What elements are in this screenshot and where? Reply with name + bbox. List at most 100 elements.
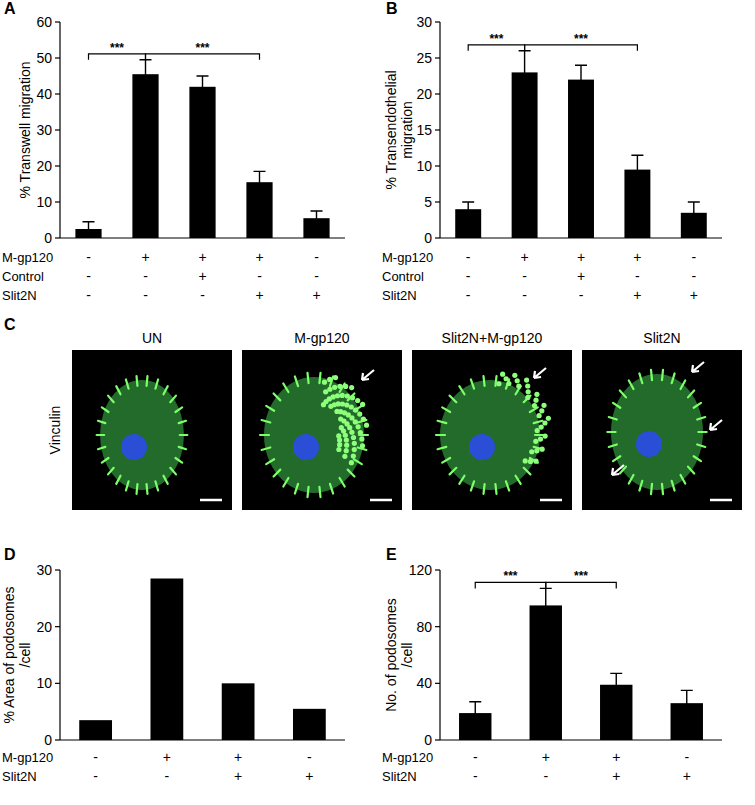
image-panel: CVinculinUNM-gp120Slit2N+M-gp120Slit2N xyxy=(4,316,742,510)
y-tick xyxy=(55,165,60,166)
podosome xyxy=(525,383,530,388)
y-tick-label: 0 xyxy=(44,230,52,246)
y-tick-label: 30 xyxy=(36,562,52,578)
error-bar xyxy=(540,588,552,622)
error-bar xyxy=(519,51,531,94)
focal-adhesion xyxy=(260,434,269,436)
podosome xyxy=(327,377,332,382)
y-tick-label: 120 xyxy=(409,562,433,578)
podosome xyxy=(343,433,348,438)
bar xyxy=(150,579,183,741)
podosome xyxy=(361,417,366,422)
focal-adhesion xyxy=(534,421,543,423)
label-line: % Transendothelial xyxy=(383,70,399,189)
podosome xyxy=(344,448,349,453)
focal-adhesion xyxy=(354,459,362,464)
focal-adhesion xyxy=(438,421,447,423)
nucleus xyxy=(293,434,319,460)
y-tick-label: 5 xyxy=(424,194,432,210)
podosome xyxy=(349,385,354,390)
bar xyxy=(222,683,255,740)
focal-adhesion xyxy=(102,458,109,463)
podosome xyxy=(543,434,548,439)
focal-adhesion xyxy=(639,373,642,383)
focal-adhesion xyxy=(319,487,320,497)
focal-adhesion xyxy=(126,379,129,388)
y-tick xyxy=(55,569,60,570)
condition-sign: - xyxy=(466,268,471,284)
focal-adhesion xyxy=(175,458,182,463)
image-background xyxy=(242,350,402,510)
condition-sign: + xyxy=(198,249,206,265)
focal-adhesion xyxy=(471,379,474,388)
focal-adhesion xyxy=(295,484,298,494)
podosome xyxy=(539,408,544,413)
podosome xyxy=(516,384,521,389)
focal-adhesion xyxy=(108,396,114,403)
focal-adhesion xyxy=(450,396,457,403)
y-tick xyxy=(435,21,440,22)
arrow xyxy=(534,368,546,378)
podosome xyxy=(343,384,348,389)
condition-sign: + xyxy=(255,287,263,303)
podosome xyxy=(349,415,354,420)
focal-adhesion xyxy=(661,484,664,494)
podosome xyxy=(534,392,539,397)
podosome xyxy=(532,403,537,408)
focal-adhesion xyxy=(697,444,705,446)
background xyxy=(0,0,755,805)
y-tick xyxy=(55,683,60,684)
podosome xyxy=(523,458,528,463)
condition-label: Slit2N xyxy=(2,288,37,303)
focal-adhesion xyxy=(495,484,496,494)
podosome xyxy=(344,402,349,407)
condition-label: M-gp120 xyxy=(382,750,433,765)
y-tick xyxy=(435,201,440,202)
y-tick-label: 0 xyxy=(424,230,432,246)
y-tick-label: 0 xyxy=(424,732,432,748)
podosome xyxy=(515,378,520,383)
focal-adhesion xyxy=(126,481,129,490)
podosome xyxy=(535,428,540,433)
podosome xyxy=(347,425,352,430)
podosome xyxy=(335,393,340,398)
bar-chart: D% Area of podosomes/cell0102030M-gp120-… xyxy=(1,546,345,784)
y-tick xyxy=(55,129,60,130)
podosome xyxy=(345,393,350,398)
podosome xyxy=(352,441,357,446)
focal-adhesion xyxy=(681,475,686,484)
focal-adhesion xyxy=(262,447,271,449)
focal-adhesion xyxy=(163,386,167,394)
condition-sign: - xyxy=(522,268,527,284)
significance-label: *** xyxy=(503,569,517,583)
podosome xyxy=(364,423,369,428)
condition-sign: - xyxy=(635,268,640,284)
focal-adhesion xyxy=(524,396,531,403)
focal-adhesion xyxy=(483,376,484,386)
y-tick xyxy=(435,57,440,58)
condition-sign: - xyxy=(314,249,319,265)
focal-adhesion xyxy=(179,421,186,423)
significance-label: *** xyxy=(574,569,588,583)
image-title: M-gp120 xyxy=(294,330,349,346)
condition-sign: - xyxy=(522,287,527,303)
y-tick xyxy=(55,739,60,740)
micrograph xyxy=(582,350,742,510)
condition-sign: - xyxy=(86,287,91,303)
focal-adhesion xyxy=(613,403,620,408)
panel-letter: E xyxy=(386,546,397,563)
y-tick xyxy=(435,683,440,684)
podosome xyxy=(327,387,332,392)
podosome xyxy=(546,416,551,421)
label-line: No. of podosomes xyxy=(383,598,399,712)
focal-adhesion xyxy=(436,434,445,436)
podosome xyxy=(322,380,327,385)
y-tick-label: 60 xyxy=(36,14,52,30)
podosome xyxy=(353,407,358,412)
focal-adhesion xyxy=(283,383,288,392)
condition-sign: - xyxy=(466,287,471,303)
bar xyxy=(530,605,562,740)
focal-adhesion xyxy=(102,407,109,412)
focal-adhesion xyxy=(661,370,664,380)
nucleus xyxy=(636,431,662,457)
